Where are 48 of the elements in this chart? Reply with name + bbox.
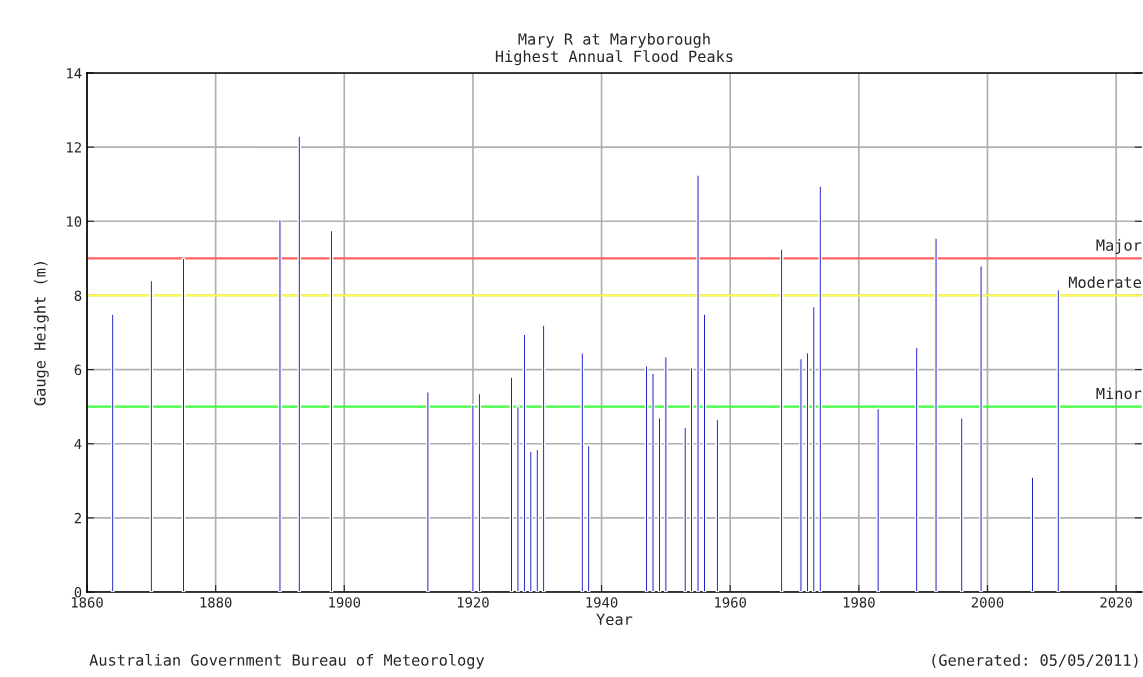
bar bbox=[934, 237, 938, 592]
bar bbox=[818, 185, 823, 592]
bar bbox=[959, 417, 964, 592]
bar bbox=[528, 450, 533, 592]
bar bbox=[426, 391, 430, 592]
bar bbox=[914, 346, 919, 592]
bar bbox=[471, 404, 475, 592]
y-axis-title: Gauge Height (m) bbox=[33, 262, 49, 406]
y-tick-label: 10 bbox=[67, 216, 82, 227]
x-tick-label: 1920 bbox=[457, 597, 489, 608]
bar bbox=[110, 313, 115, 592]
x-tick-label: 2020 bbox=[1100, 597, 1132, 608]
ref-line-label: Minor bbox=[1096, 387, 1142, 400]
x-tick-label: 1900 bbox=[329, 597, 361, 608]
x-axis-title: Year bbox=[596, 613, 633, 626]
y-tick-label: 12 bbox=[67, 142, 81, 153]
bar bbox=[1056, 289, 1061, 592]
chart-title: Mary R at Maryborough Highest Annual Flood Peaks bbox=[495, 32, 733, 66]
bar bbox=[812, 305, 816, 592]
y-tick-label: 6 bbox=[74, 364, 82, 376]
bar bbox=[535, 448, 540, 592]
x-tick-label: 1860 bbox=[71, 597, 103, 608]
bar bbox=[297, 135, 302, 592]
y-tick-label: 4 bbox=[74, 438, 82, 450]
x-tick-label: 1960 bbox=[715, 597, 747, 608]
x-tick-label: 2000 bbox=[971, 597, 1004, 608]
bar bbox=[664, 355, 668, 592]
bar bbox=[979, 265, 983, 592]
ref-line-label: Moderate bbox=[1068, 276, 1141, 289]
y-tick-label: 8 bbox=[74, 290, 82, 301]
bar bbox=[586, 444, 591, 592]
bar bbox=[580, 352, 585, 592]
bar bbox=[876, 407, 880, 592]
text: (Generated: 05/05/2011) bbox=[932, 654, 1138, 668]
y-tick-label: 14 bbox=[67, 68, 82, 79]
y-tick-label: 2 bbox=[74, 512, 81, 524]
x-tick-label: 1980 bbox=[843, 597, 875, 608]
text: Australian Government Bureau of Meteorology bbox=[89, 653, 485, 669]
bar bbox=[278, 218, 282, 592]
bar bbox=[516, 405, 520, 592]
bar bbox=[683, 426, 688, 592]
bar bbox=[651, 372, 655, 592]
x-tick-label: 1880 bbox=[200, 597, 232, 608]
y-tick-label: 0 bbox=[74, 587, 82, 598]
x-tick-label: 1940 bbox=[586, 597, 618, 608]
ref-line-label: Major bbox=[1096, 239, 1142, 254]
bar bbox=[696, 174, 700, 592]
bar bbox=[799, 357, 803, 592]
